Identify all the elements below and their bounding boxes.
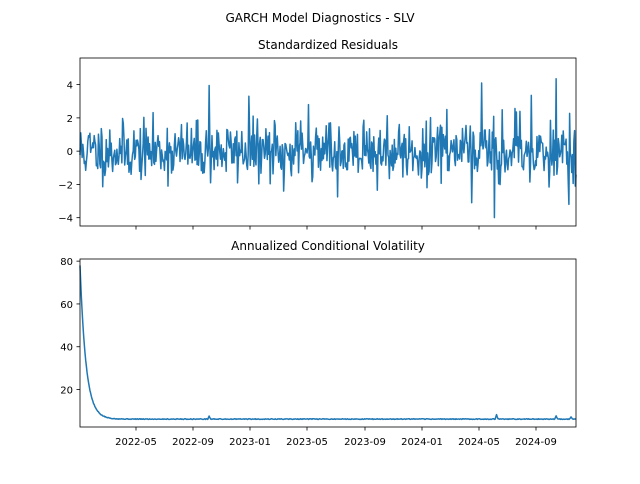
x-tick-label: 2024-01 xyxy=(401,437,443,448)
x-tick-label: 2022-05 xyxy=(115,437,157,448)
y-tick-label: 40 xyxy=(60,343,73,354)
residuals-y-axis: −4 −2 0 2 4 xyxy=(58,81,80,225)
residuals-x-axis xyxy=(135,226,537,230)
volatility-frame xyxy=(79,258,577,428)
residuals-frame xyxy=(79,57,577,227)
x-tick-label: 2023-09 xyxy=(344,437,386,448)
y-tick-label: −4 xyxy=(58,214,73,225)
x-tick-label: 2022-09 xyxy=(172,437,214,448)
y-tick-label: −2 xyxy=(58,180,73,191)
y-tick-label: 2 xyxy=(67,114,73,125)
y-tick-label: 4 xyxy=(67,81,73,92)
y-tick-label: 20 xyxy=(60,386,73,397)
x-tick-label: 2023-05 xyxy=(286,437,328,448)
y-tick-label: 0 xyxy=(67,147,73,158)
figure-title: GARCH Model Diagnostics - SLV xyxy=(225,11,415,25)
y-tick-label: 60 xyxy=(60,300,73,311)
x-tick-label: 2024-05 xyxy=(458,437,500,448)
volatility-plot-area xyxy=(79,265,577,421)
volatility-title: Annualized Conditional Volatility xyxy=(231,239,425,253)
volatility-series-line xyxy=(79,265,577,421)
residuals-plot-area xyxy=(79,78,577,219)
volatility-axes: Annualized Conditional Volatility 20 40 60… xyxy=(60,239,577,448)
residuals-title: Standardized Residuals xyxy=(258,38,398,52)
residuals-axes: Standardized Residuals −4 −2 0 2 4 xyxy=(58,38,577,230)
y-tick-label: 80 xyxy=(60,257,73,268)
x-tick-label: 2023-01 xyxy=(229,437,271,448)
x-tick-label: 2024-09 xyxy=(515,437,557,448)
volatility-y-axis: 20 40 60 80 xyxy=(60,257,80,397)
volatility-x-axis: 2022-05 2022-09 2023-01 2023-05 2023-09 2024-… xyxy=(115,427,557,448)
residuals-series-line xyxy=(79,78,577,219)
